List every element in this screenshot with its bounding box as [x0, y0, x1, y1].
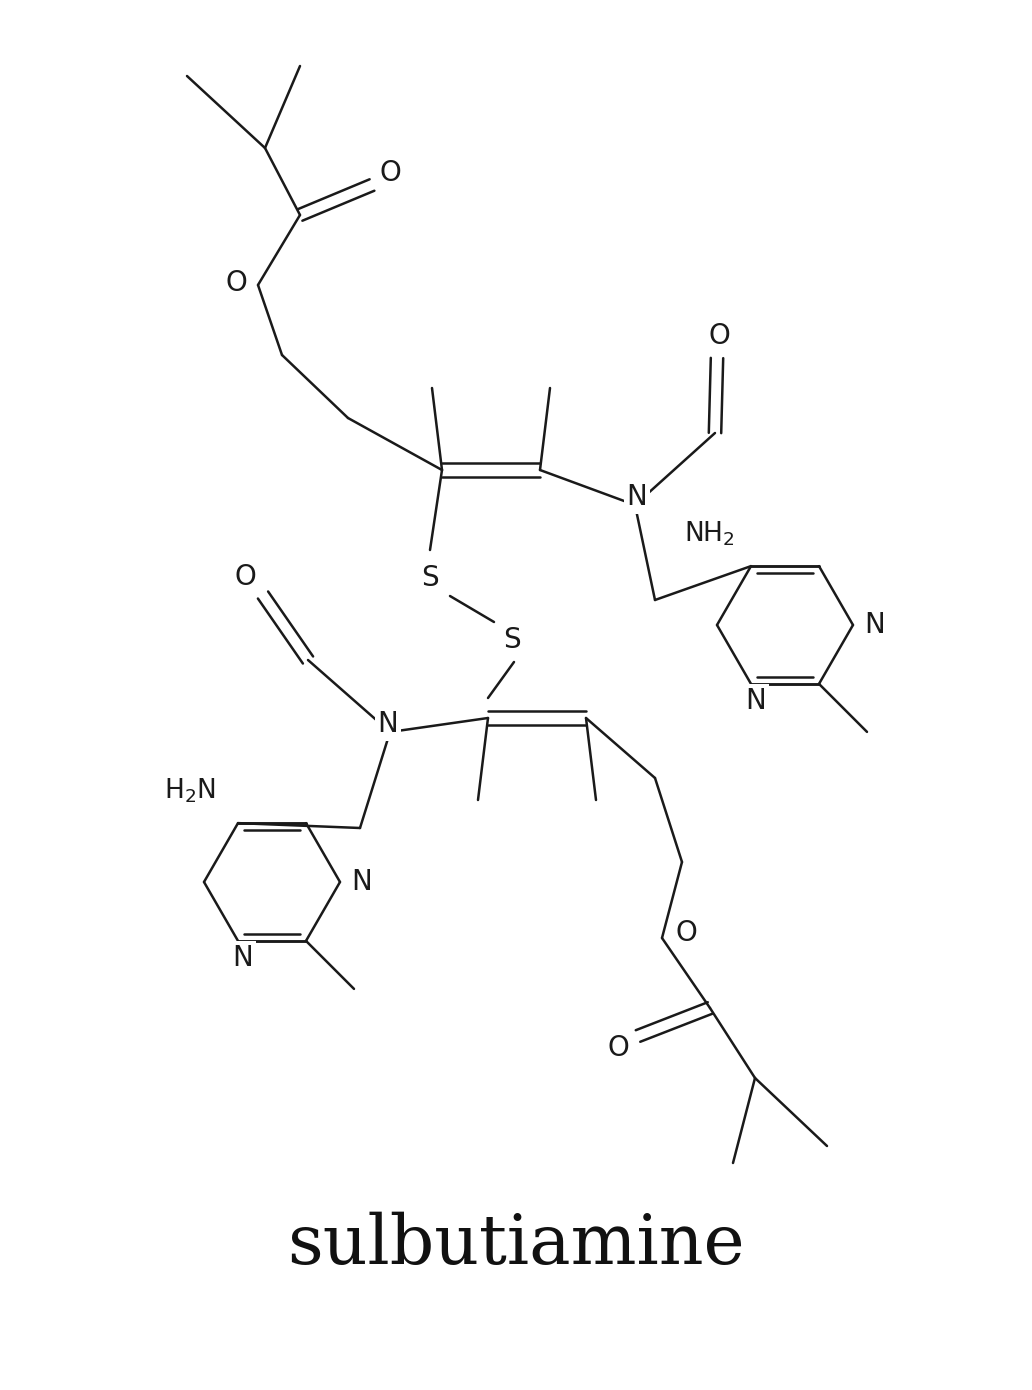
Text: NH$_2$: NH$_2$	[683, 520, 735, 549]
Text: O: O	[225, 270, 247, 297]
Text: S: S	[421, 564, 439, 592]
Text: N: N	[232, 944, 254, 972]
Text: N: N	[378, 710, 398, 738]
Text: O: O	[607, 1034, 628, 1062]
Text: O: O	[234, 563, 256, 591]
Text: O: O	[708, 322, 730, 350]
Text: N: N	[746, 687, 767, 714]
Text: H$_2$N: H$_2$N	[164, 777, 216, 805]
Text: N: N	[626, 482, 647, 512]
Text: N: N	[352, 867, 373, 897]
Text: S: S	[504, 626, 521, 655]
Text: O: O	[379, 158, 400, 188]
Text: O: O	[675, 919, 697, 947]
Text: sulbutiamine: sulbutiamine	[287, 1212, 745, 1279]
Text: N: N	[865, 612, 885, 639]
